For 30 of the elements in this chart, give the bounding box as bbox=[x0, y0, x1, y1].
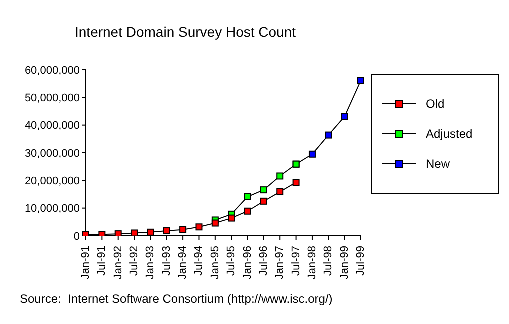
x-tick-label: Jul-92 bbox=[128, 246, 141, 276]
x-tick-label: Jan-92 bbox=[112, 246, 124, 280]
x-tick-label: Jul-95 bbox=[226, 246, 238, 276]
y-tick-label: 40,000,000 bbox=[24, 120, 80, 132]
source-note: Source: Internet Software Consortium (http://www.isc.org/) bbox=[20, 292, 333, 306]
y-tick-label: 30,000,000 bbox=[24, 148, 80, 160]
legend-label: New bbox=[426, 157, 450, 171]
y-tick-label: 60,000,000 bbox=[24, 64, 80, 77]
legend-label: Adjusted bbox=[426, 127, 473, 141]
x-tick-label: Jul-99 bbox=[355, 246, 367, 276]
y-tick-label: 10,000,000 bbox=[24, 203, 80, 216]
x-tick-label: Jul-94 bbox=[193, 246, 206, 276]
x-tick-label: Jan-91 bbox=[80, 246, 92, 280]
y-tick-label: 20,000,000 bbox=[24, 176, 80, 188]
x-tick-label: Jan-98 bbox=[306, 246, 318, 280]
x-tick-label: Jul-91 bbox=[96, 246, 108, 276]
x-tick-label: Jan-94 bbox=[177, 246, 190, 280]
x-tick-label: Jan-99 bbox=[338, 246, 351, 280]
legend-label: Old bbox=[426, 97, 445, 111]
x-tick-label: Jul-96 bbox=[258, 246, 270, 276]
y-tick-label: 0 bbox=[74, 230, 80, 243]
x-tick-label: Jul-97 bbox=[290, 246, 302, 276]
x-tick-label: Jan-93 bbox=[144, 246, 157, 280]
x-tick-label: Jan-96 bbox=[242, 246, 254, 280]
chart-title: Internet Domain Survey Host Count bbox=[75, 24, 296, 40]
x-tick-label: Jan-95 bbox=[209, 246, 222, 280]
x-tick-label: Jul-98 bbox=[322, 246, 335, 276]
x-tick-label: Jul-93 bbox=[160, 246, 173, 276]
x-tick-label: Jan-97 bbox=[274, 246, 286, 280]
y-tick-label: 50,000,000 bbox=[24, 92, 80, 105]
